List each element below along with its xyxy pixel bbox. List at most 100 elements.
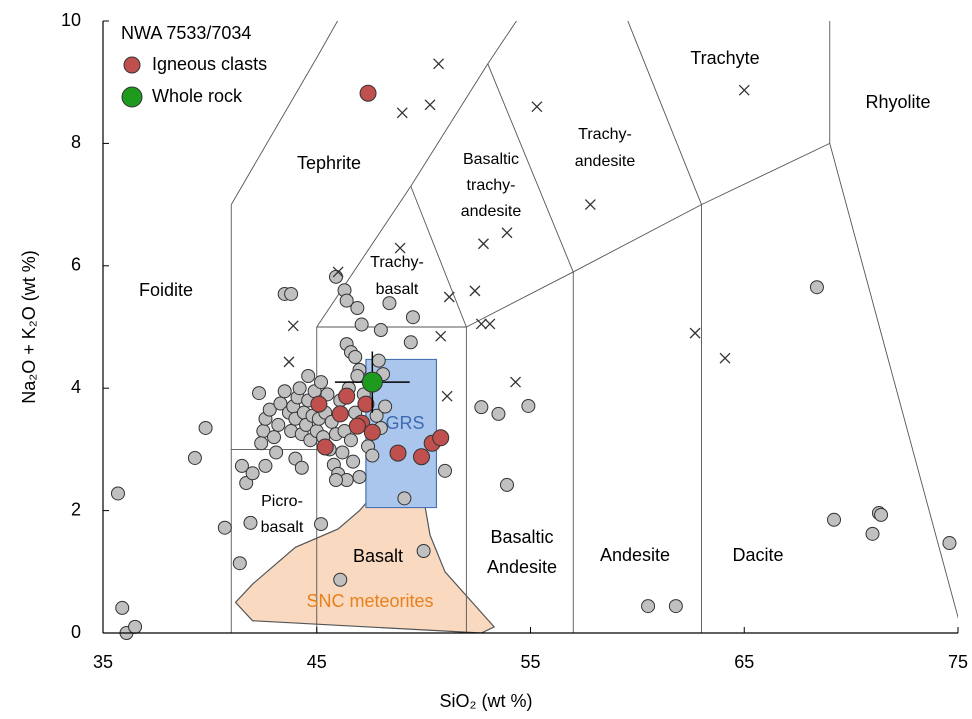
- y-tick-label: 2: [71, 499, 81, 519]
- data-point: [359, 84, 377, 102]
- gray-point: [350, 301, 365, 316]
- y-tick-label: 8: [71, 132, 81, 152]
- gray-point: [491, 406, 506, 421]
- data-point: [361, 371, 383, 393]
- gray-point: [474, 400, 489, 415]
- field-boundary: [573, 204, 702, 273]
- legend-marker: [121, 86, 143, 108]
- data-point: [348, 417, 366, 435]
- data-point: [310, 395, 328, 413]
- gray-point: [294, 460, 309, 475]
- legend-label: Igneous clasts: [152, 54, 267, 74]
- field-label: Trachy-: [370, 254, 424, 271]
- cross-point: [287, 320, 299, 332]
- field-label: Trachyte: [690, 48, 759, 68]
- field-label: Tephrite: [297, 153, 361, 173]
- gray-point: [350, 368, 365, 383]
- gray-point: [128, 619, 143, 634]
- cross-point: [433, 58, 445, 70]
- field-label: Basalt: [353, 546, 403, 566]
- cross-point: [469, 285, 481, 297]
- gray-point: [403, 335, 418, 350]
- cross-point: [394, 242, 406, 254]
- field-boundary: [829, 143, 958, 619]
- gray-point: [382, 296, 397, 311]
- points: [110, 58, 957, 640]
- legend-label: Whole rock: [152, 86, 243, 106]
- field-label: Basaltic: [490, 527, 553, 547]
- field-boundary: [410, 186, 467, 328]
- gray-point: [365, 448, 380, 463]
- gray-point: [292, 381, 307, 396]
- field-boundary: [487, 21, 517, 65]
- gray-point: [809, 280, 824, 295]
- x-tick-label: 65: [734, 652, 754, 672]
- field-boundary: [316, 185, 412, 328]
- legend-marker: [123, 56, 141, 74]
- y-tick-label: 10: [61, 10, 81, 30]
- x-tick-label: 45: [307, 652, 327, 672]
- field-label: Trachy-: [578, 126, 632, 143]
- x-tick-label: 35: [93, 652, 113, 672]
- cross-point: [501, 227, 513, 239]
- field-label: basalt: [261, 519, 304, 536]
- gray-point: [369, 408, 384, 423]
- gray-point: [333, 572, 348, 587]
- gray-point: [827, 512, 842, 527]
- field-boundary: [316, 21, 339, 58]
- data-point: [316, 438, 334, 456]
- x-axis-label: SiO₂ (wt %): [440, 691, 533, 711]
- cross-point: [283, 356, 295, 368]
- gray-point: [343, 433, 358, 448]
- legend-title: NWA 7533/7034: [121, 23, 251, 43]
- cross-point: [435, 330, 447, 342]
- gray-point: [284, 286, 299, 301]
- gray-point: [438, 463, 452, 478]
- gray-point: [405, 310, 420, 325]
- gray-point: [378, 399, 393, 414]
- gray-point: [346, 454, 361, 469]
- field-label: Foidite: [139, 280, 193, 300]
- field-boundaries: [230, 21, 958, 633]
- field-label: Dacite: [732, 545, 783, 565]
- gray-point: [354, 317, 369, 332]
- gray-point: [217, 520, 232, 535]
- field-label: Andesite: [600, 545, 670, 565]
- gray-point: [641, 599, 656, 614]
- field-labels: Foidite Tephrite Basaltic trachy-andesite Tr…: [139, 48, 931, 611]
- gray-point: [273, 396, 288, 411]
- cross-point: [443, 291, 455, 303]
- gray-point: [243, 515, 258, 530]
- data-point: [331, 405, 349, 423]
- gray-point: [865, 526, 880, 541]
- y-tick-label: 0: [71, 622, 81, 642]
- cross-point: [484, 318, 496, 330]
- gray-point: [521, 398, 536, 413]
- gray-point: [115, 600, 130, 615]
- gray-point: [245, 466, 260, 481]
- gray-point: [352, 469, 367, 484]
- gray-point: [187, 450, 202, 465]
- gray-point: [198, 420, 213, 435]
- field-boundary: [627, 21, 702, 205]
- field-boundary: [230, 57, 318, 205]
- gray-point: [397, 491, 412, 506]
- cross-point: [475, 318, 487, 330]
- cross-point: [332, 266, 344, 278]
- field-label: Rhyolite: [865, 92, 930, 112]
- data-point: [338, 387, 356, 405]
- field-label: Basaltic: [463, 151, 519, 168]
- field-label: trachy-: [467, 177, 516, 194]
- gray-point: [301, 368, 316, 383]
- gray-point: [254, 436, 269, 451]
- field-label: Andesite: [487, 557, 557, 577]
- gray-point: [252, 386, 267, 401]
- y-tick-label: 4: [71, 377, 81, 397]
- field-label: Picro-: [261, 493, 303, 510]
- gray-point: [874, 507, 889, 522]
- cross-point: [689, 327, 701, 339]
- cross-point: [478, 238, 489, 250]
- gray-point: [348, 349, 363, 364]
- gray-point: [314, 517, 329, 532]
